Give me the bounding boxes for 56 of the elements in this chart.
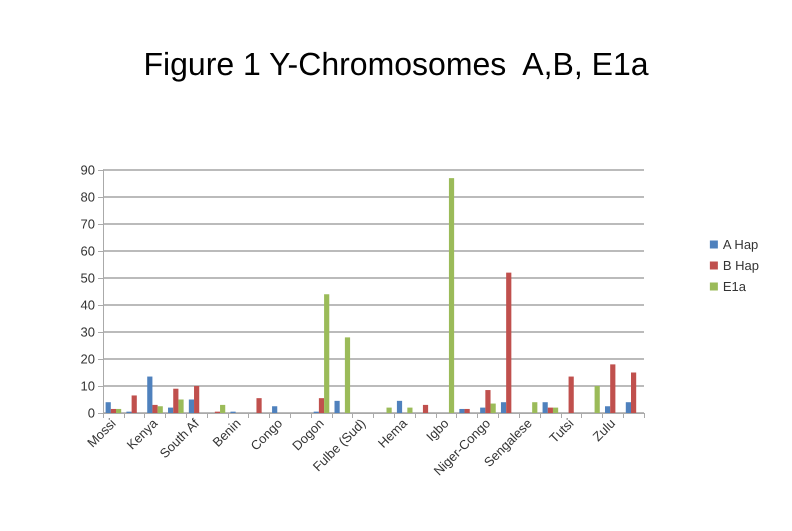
bar	[116, 408, 122, 413]
y-tick-label: 50	[80, 270, 95, 286]
y-tick-label: 10	[80, 378, 95, 394]
bar	[194, 386, 200, 413]
bar	[152, 404, 158, 413]
bar	[173, 388, 178, 413]
bar	[464, 408, 470, 413]
bar	[626, 402, 631, 413]
bar	[318, 398, 324, 413]
legend-label: B Hap	[722, 258, 760, 273]
bar	[188, 400, 194, 413]
bar	[500, 402, 506, 413]
y-tick-label: 0	[88, 406, 95, 420]
bar	[610, 364, 616, 413]
bar	[485, 390, 491, 413]
bar	[448, 178, 454, 413]
bar	[459, 408, 465, 413]
y-tick-label: 80	[80, 190, 95, 204]
y-tick-label: 90	[80, 162, 95, 178]
y-tick-label: 20	[80, 352, 95, 366]
y-tick-label: 70	[80, 216, 95, 232]
y-tick-label: 30	[80, 324, 95, 340]
bar	[552, 408, 558, 413]
bar	[422, 404, 428, 413]
legend-label: A Hap	[722, 237, 758, 252]
bar	[178, 400, 184, 413]
bar	[532, 402, 538, 413]
bar	[480, 408, 486, 413]
bar	[158, 406, 163, 413]
bar	[396, 400, 402, 413]
bar	[147, 376, 152, 413]
bar	[334, 400, 340, 413]
bar	[630, 372, 636, 413]
bar	[594, 386, 600, 413]
bar	[548, 408, 553, 413]
y-tick-label: 60	[80, 244, 95, 258]
legend-label: E1a	[722, 279, 747, 294]
bar	[168, 408, 174, 413]
bar	[324, 294, 330, 413]
bar	[386, 408, 392, 413]
bar	[604, 406, 610, 413]
y-tick-label: 40	[80, 298, 95, 312]
bar	[220, 404, 226, 413]
bar	[256, 398, 262, 413]
bar	[490, 404, 496, 413]
x-tick-label: Zulu	[590, 416, 618, 444]
bar	[110, 408, 116, 413]
bar	[568, 376, 574, 413]
bar	[542, 402, 548, 413]
bar	[272, 406, 278, 413]
chart-title: Figure 1 Y-Chromosomes A,B, E1a	[143, 46, 649, 82]
bar	[407, 408, 413, 413]
bar	[132, 395, 137, 413]
bar	[506, 272, 512, 413]
bar	[344, 337, 350, 413]
bar	[106, 402, 111, 413]
